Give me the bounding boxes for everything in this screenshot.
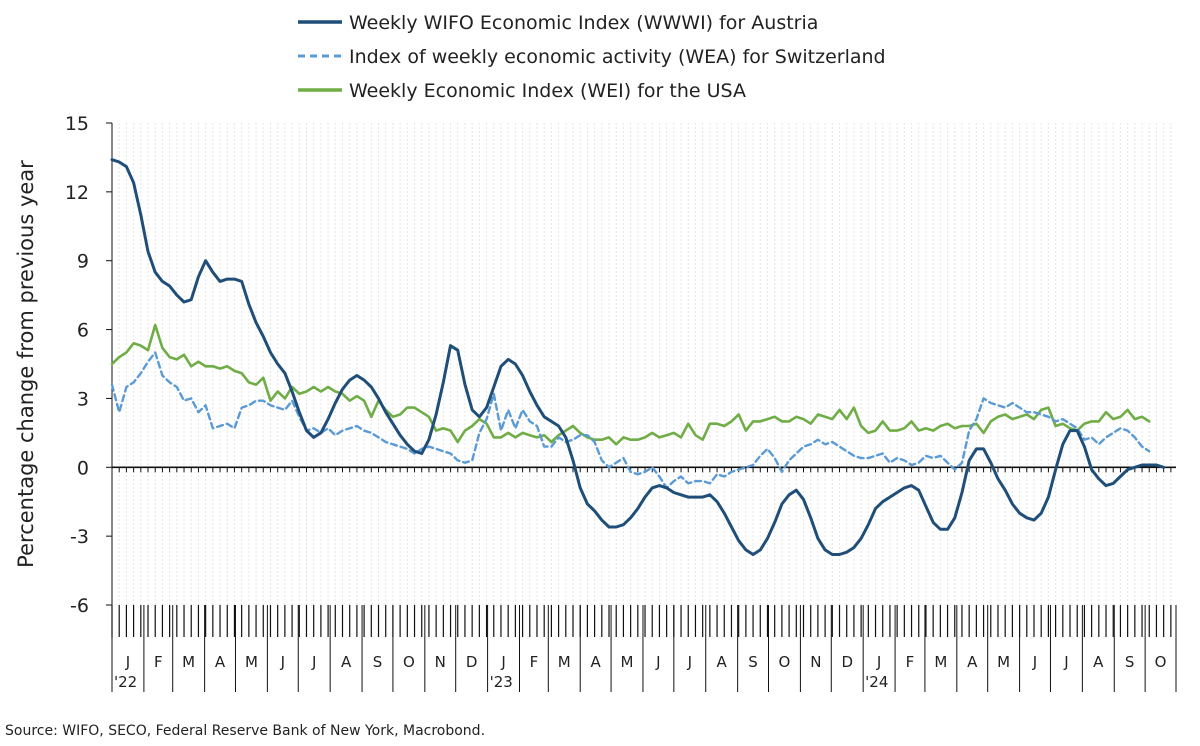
month-label: F [906, 653, 915, 671]
month-label: D [466, 653, 478, 671]
vertical-gridlines [111, 123, 1172, 605]
chart-legend: Weekly WIFO Economic Index (WWWI) for Au… [298, 12, 886, 102]
month-label: M [245, 653, 258, 671]
month-label: J [655, 653, 660, 671]
month-label: O [1155, 653, 1167, 671]
month-label: F [154, 653, 163, 671]
month-label: N [435, 653, 446, 671]
y-tick-label: 6 [77, 320, 89, 342]
month-label: N [810, 653, 821, 671]
month-label: M [558, 653, 571, 671]
legend-label-switzerland: Index of weekly economic activity (WEA) … [349, 46, 886, 68]
x-axis: J '22 F M A M J J A S O N D J '23 F M A M J J A S O N D J '24 F M A M J J… [111, 605, 1177, 692]
y-tick-label: -3 [70, 526, 89, 548]
month-label: S [748, 653, 758, 671]
source-note: Source: WIFO, SECO, Federal Reserve Bank… [5, 723, 485, 739]
month-label: M [997, 653, 1010, 671]
month-label: A [1093, 653, 1104, 671]
month-label: M [621, 653, 634, 671]
y-tick-label: -6 [70, 595, 89, 617]
series-line-switzerland [110, 351, 1151, 490]
series-line-austria [110, 158, 1166, 556]
year-label: '22 [114, 673, 137, 691]
month-label: M [934, 653, 947, 671]
month-label: A [967, 653, 978, 671]
y-tick-label: 3 [77, 388, 89, 410]
legend-label-usa: Weekly Economic Index (WEI) for the USA [349, 80, 746, 102]
month-label: J [280, 653, 285, 671]
month-label: M [182, 653, 195, 671]
y-axis: 15 12 9 6 3 0 -3 -6 [65, 113, 1176, 617]
legend-label-austria: Weekly WIFO Economic Index (WWWI) for Au… [349, 12, 818, 34]
month-label: J [500, 653, 505, 671]
year-label: '24 [865, 673, 888, 691]
y-tick-label: 9 [77, 251, 89, 273]
month-label: A [717, 653, 728, 671]
month-label: A [591, 653, 602, 671]
month-label: O [779, 653, 791, 671]
y-tick-label: 15 [65, 113, 89, 135]
y-tick-label: 0 [77, 457, 89, 479]
y-tick-label: 12 [65, 182, 89, 204]
month-label: J [687, 653, 692, 671]
month-label: J [1063, 653, 1068, 671]
series-line-usa [110, 323, 1151, 446]
month-label: J [1032, 653, 1037, 671]
series-lines [110, 158, 1166, 556]
month-label: A [341, 653, 352, 671]
month-label: S [373, 653, 383, 671]
year-label: '23 [490, 673, 513, 691]
month-label: O [403, 653, 415, 671]
month-label: J [125, 653, 130, 671]
month-label: J [876, 653, 881, 671]
y-axis-label: Percentage change from previous year [14, 160, 38, 568]
month-label: F [530, 653, 539, 671]
month-label: D [841, 653, 853, 671]
month-label: S [1125, 653, 1135, 671]
month-label: A [215, 653, 226, 671]
month-label: J [311, 653, 316, 671]
